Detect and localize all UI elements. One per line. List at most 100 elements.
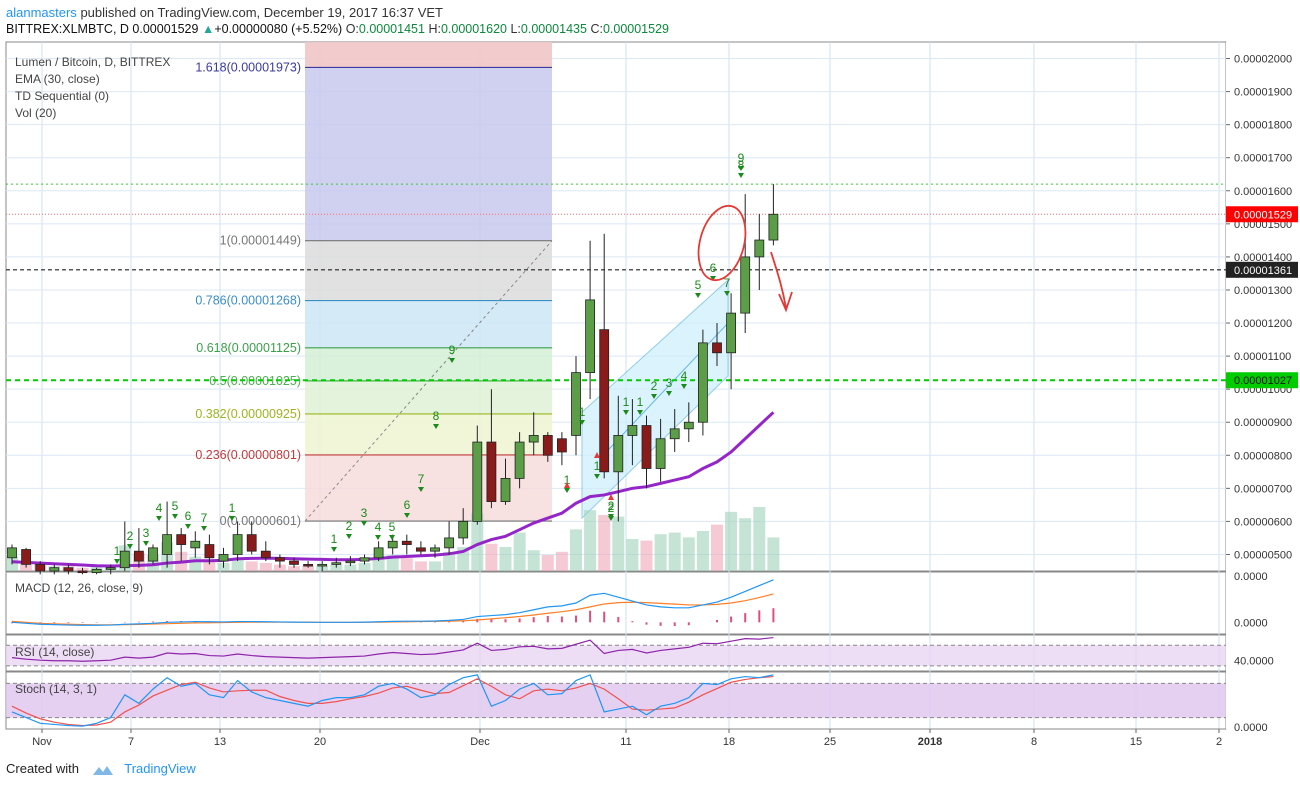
volume-bar bbox=[372, 558, 385, 571]
candle-body bbox=[683, 421, 694, 430]
td-count-label: 1 bbox=[594, 459, 601, 473]
candle-body bbox=[35, 563, 46, 572]
candle-body bbox=[585, 299, 595, 374]
td-down-triangle bbox=[651, 394, 657, 399]
rsi-axis-label: 40.0000 bbox=[1234, 656, 1274, 668]
author-link[interactable]: alanmasters bbox=[6, 5, 77, 20]
td-down-triangle bbox=[738, 173, 744, 178]
volume-bar bbox=[711, 524, 723, 571]
candle-body bbox=[21, 549, 32, 565]
down-arrow-shaft bbox=[770, 251, 787, 309]
price-badge-label: 0.00001361 bbox=[1234, 265, 1292, 277]
fib-level-label: 0.382(0.00000925) bbox=[195, 407, 301, 421]
candle-body bbox=[571, 372, 581, 436]
td-down-triangle bbox=[608, 516, 614, 521]
price-axis-label: 0.00000900 bbox=[1234, 417, 1292, 429]
footer: Created with TradingView bbox=[6, 761, 196, 777]
price-axis-label: 0.00000800 bbox=[1234, 450, 1292, 462]
td-count-label: 1 bbox=[579, 405, 586, 419]
volume-bar bbox=[584, 510, 597, 571]
volume-bar bbox=[288, 566, 300, 571]
fib-level-label: 0.5(0.00001025) bbox=[209, 374, 301, 388]
td-down-triangle bbox=[229, 516, 235, 521]
td-count-label: 9 bbox=[449, 343, 456, 357]
td-down-triangle bbox=[623, 410, 629, 415]
fib-zone bbox=[305, 454, 552, 522]
td-down-triangle bbox=[185, 524, 191, 529]
price-axis-label: 0.00001900 bbox=[1234, 87, 1292, 99]
candle-body bbox=[401, 540, 412, 545]
td-count-label: 3 bbox=[666, 376, 673, 390]
volume-bar bbox=[189, 556, 202, 571]
price-badge bbox=[1226, 261, 1298, 278]
td-down-triangle bbox=[710, 276, 716, 281]
volume-bar bbox=[429, 561, 441, 571]
td-count-label: 6 bbox=[404, 498, 411, 512]
volume-bar bbox=[725, 511, 738, 571]
volume-bar bbox=[259, 563, 272, 571]
stoch-axis-label: 0.0000 bbox=[1234, 722, 1268, 734]
stoch-k-line bbox=[11, 674, 774, 727]
macd-pane-label[interactable]: MACD (12, 26, close, 9) bbox=[15, 581, 144, 595]
fib-trend-line bbox=[304, 240, 553, 522]
tradingview-brand-link[interactable]: TradingView bbox=[124, 761, 196, 776]
td-down-triangle bbox=[143, 541, 149, 546]
volume-bar bbox=[513, 532, 526, 571]
time-axis-label: 13 bbox=[214, 736, 226, 748]
legend-vol[interactable]: Vol (20) bbox=[15, 106, 57, 120]
candle-body bbox=[303, 563, 314, 567]
fib-zone bbox=[305, 413, 552, 455]
legend-ema[interactable]: EMA (30, close) bbox=[15, 72, 100, 86]
close-label: C: bbox=[590, 22, 603, 36]
td-down-triangle bbox=[594, 474, 600, 479]
td-down-triangle bbox=[172, 514, 178, 519]
indicator-legend: Lumen / Bitcoin, D, BITTREX EMA (30, clo… bbox=[15, 54, 170, 122]
td-down-triangle bbox=[346, 534, 352, 539]
td-count-label: 5 bbox=[695, 278, 702, 292]
td-down-triangle bbox=[724, 291, 730, 296]
candle-body bbox=[754, 239, 765, 258]
candle-body bbox=[176, 534, 187, 545]
td-count-label: 2 bbox=[608, 499, 615, 513]
fib-zone bbox=[305, 67, 552, 241]
down-arrow-head-icon bbox=[778, 291, 793, 313]
candle-body bbox=[204, 544, 215, 559]
rsi-pane-label[interactable]: RSI (14, close) bbox=[15, 645, 95, 659]
candle-body bbox=[641, 425, 652, 469]
time-axis-label: Dec bbox=[470, 736, 490, 748]
volume-bar bbox=[273, 564, 286, 571]
symbol-label: BITTREX:XLMBTC, D bbox=[6, 22, 129, 36]
price-axis-label: 0.00001400 bbox=[1234, 252, 1292, 264]
highlight-ellipse bbox=[697, 204, 747, 282]
volume-bar bbox=[570, 529, 582, 571]
price-badge bbox=[1226, 206, 1298, 223]
td-count-label: 1 bbox=[564, 473, 571, 487]
publish-header: alanmasters published on TradingView.com… bbox=[6, 5, 443, 20]
candle-body bbox=[542, 435, 553, 456]
td-down-triangle bbox=[666, 391, 672, 396]
volume-bar bbox=[302, 566, 315, 571]
legend-td[interactable]: TD Sequential (0) bbox=[15, 89, 110, 103]
time-axis-label: 8 bbox=[1031, 736, 1037, 748]
fib-level-label: 1(0.00001449) bbox=[220, 234, 301, 248]
created-with-text: Created with bbox=[6, 761, 79, 776]
td-count-label: 3 bbox=[143, 526, 150, 540]
candle-body bbox=[133, 550, 144, 562]
volume-bar bbox=[555, 551, 568, 571]
candle-body bbox=[317, 563, 328, 567]
high-value: 0.00001620 bbox=[440, 22, 507, 36]
fib-level-label: 0.236(0.00000801) bbox=[195, 448, 301, 462]
candle-body bbox=[500, 478, 511, 502]
volume-bar bbox=[386, 555, 399, 571]
td-count-label: 7 bbox=[724, 276, 731, 290]
td-down-triangle bbox=[564, 488, 570, 493]
candle-body bbox=[218, 554, 229, 562]
legend-title[interactable]: Lumen / Bitcoin, D, BITTREX bbox=[15, 55, 171, 69]
stoch-pane-label[interactable]: Stoch (14, 3, 1) bbox=[15, 682, 98, 696]
td-down-triangle bbox=[579, 420, 585, 425]
candle-body bbox=[430, 547, 440, 552]
low-label: L: bbox=[510, 22, 521, 36]
fib-zone bbox=[305, 347, 552, 381]
time-axis-label: 7 bbox=[128, 736, 134, 748]
